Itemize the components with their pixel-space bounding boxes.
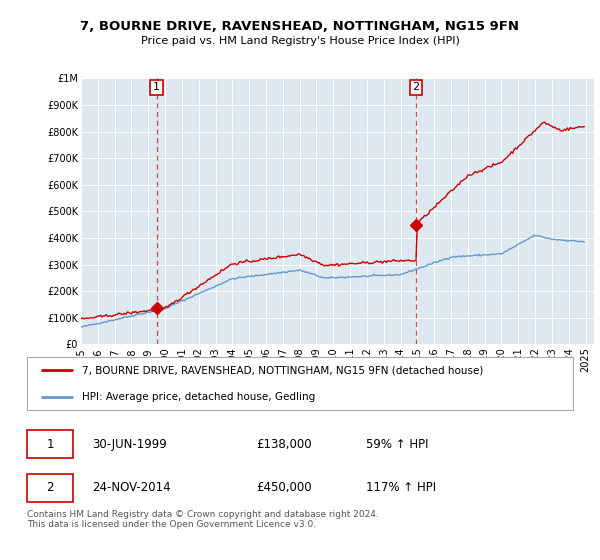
Text: Contains HM Land Registry data © Crown copyright and database right 2024.
This d: Contains HM Land Registry data © Crown c…	[27, 510, 379, 529]
Text: 117% ↑ HPI: 117% ↑ HPI	[365, 481, 436, 494]
Text: 2: 2	[412, 82, 419, 92]
FancyBboxPatch shape	[27, 431, 73, 458]
Text: 30-JUN-1999: 30-JUN-1999	[92, 438, 167, 451]
Text: 1: 1	[153, 82, 160, 92]
Text: 24-NOV-2014: 24-NOV-2014	[92, 481, 171, 494]
FancyBboxPatch shape	[27, 357, 573, 410]
Text: Price paid vs. HM Land Registry's House Price Index (HPI): Price paid vs. HM Land Registry's House …	[140, 36, 460, 46]
Text: 7, BOURNE DRIVE, RAVENSHEAD, NOTTINGHAM, NG15 9FN (detached house): 7, BOURNE DRIVE, RAVENSHEAD, NOTTINGHAM,…	[82, 365, 483, 375]
Text: £138,000: £138,000	[256, 438, 312, 451]
Text: 7, BOURNE DRIVE, RAVENSHEAD, NOTTINGHAM, NG15 9FN: 7, BOURNE DRIVE, RAVENSHEAD, NOTTINGHAM,…	[80, 20, 520, 32]
Text: £450,000: £450,000	[256, 481, 312, 494]
Text: 1: 1	[46, 438, 54, 451]
Text: 59% ↑ HPI: 59% ↑ HPI	[365, 438, 428, 451]
FancyBboxPatch shape	[27, 474, 73, 502]
Text: 2: 2	[46, 481, 54, 494]
Text: HPI: Average price, detached house, Gedling: HPI: Average price, detached house, Gedl…	[82, 392, 315, 402]
